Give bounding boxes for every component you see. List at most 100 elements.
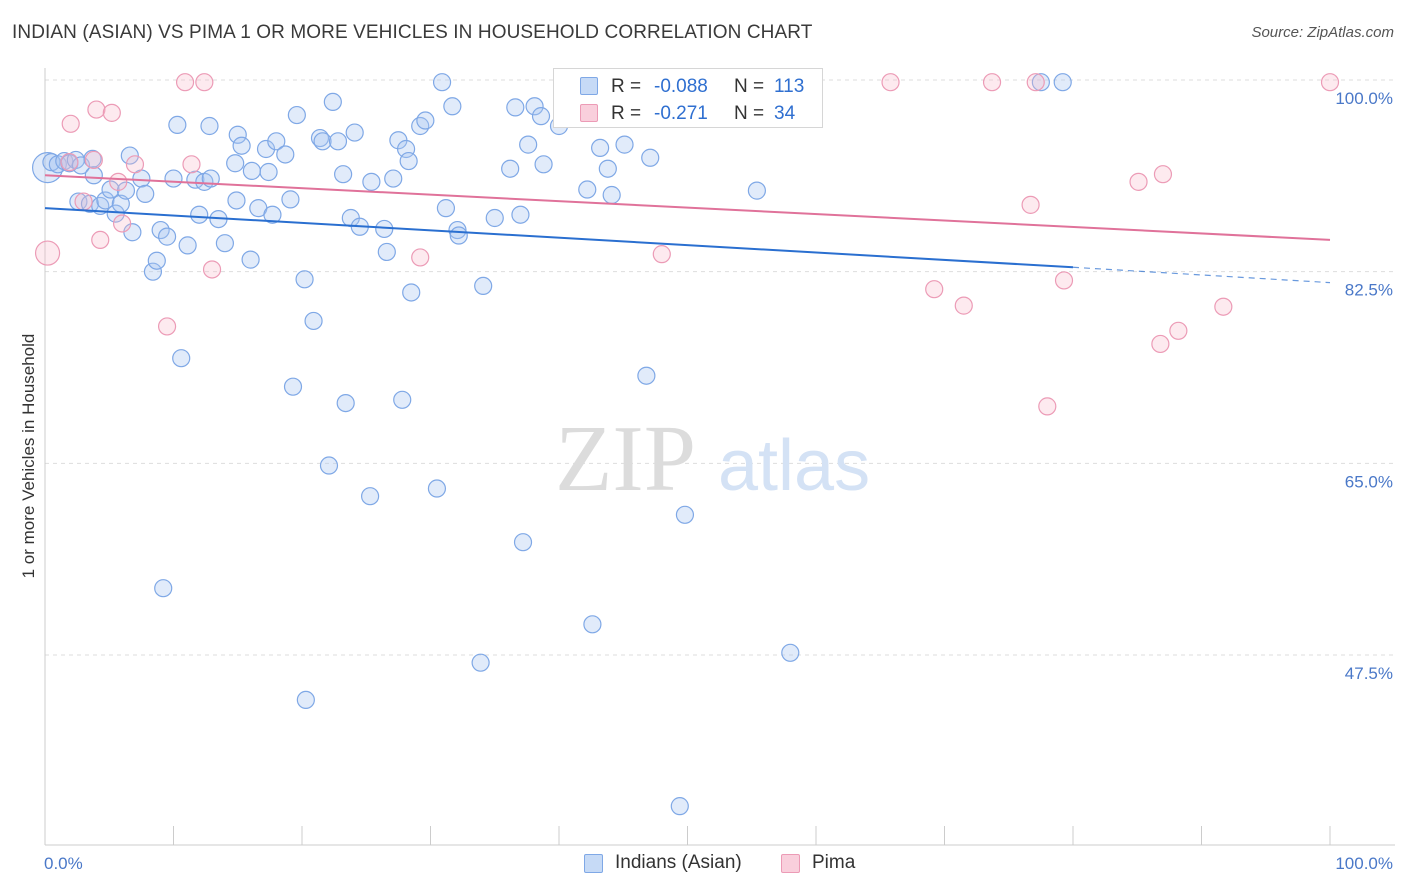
pima-point <box>61 114 80 133</box>
indians-point <box>436 199 456 218</box>
pima-point <box>881 73 900 92</box>
trend-lines <box>44 174 1331 284</box>
indians-point <box>393 390 412 409</box>
pima-point <box>1214 297 1233 316</box>
pima-point <box>109 172 128 191</box>
indians-point <box>227 191 246 210</box>
indians-point <box>534 155 553 174</box>
indians-point <box>147 251 166 270</box>
indians-point <box>449 226 468 245</box>
x-tick-label: 100.0% <box>1335 854 1393 873</box>
indians-point <box>287 105 306 125</box>
pima-point <box>87 100 106 119</box>
indians-point <box>615 135 634 154</box>
indians-point <box>402 283 421 302</box>
y-tick-label: 82.5% <box>1345 281 1393 300</box>
pima-point <box>84 150 103 170</box>
legend-n-label: N = <box>734 76 765 97</box>
x-tick-label: 0.0% <box>44 854 83 873</box>
indians-point <box>336 393 355 413</box>
y-axis-title: 1 or more Vehicles in Household <box>19 334 38 579</box>
pima-point <box>1021 195 1040 214</box>
indians-point <box>334 165 353 184</box>
legend-swatch-pima <box>580 104 598 122</box>
indians-point <box>256 139 276 159</box>
chart-title: INDIAN (ASIAN) VS PIMA 1 OR MORE VEHICLE… <box>12 22 813 43</box>
axes <box>44 68 1395 846</box>
indians-point <box>172 349 191 368</box>
pima-point <box>1054 271 1074 290</box>
pima-point <box>925 280 944 299</box>
pima-point <box>652 245 671 264</box>
pima-point <box>202 260 222 279</box>
indians-point <box>157 227 177 246</box>
legend-r-value: -0.271 <box>654 103 708 124</box>
y-tick-label: 47.5% <box>1345 664 1393 683</box>
indians-point <box>583 615 602 634</box>
indians-point <box>443 97 462 116</box>
indians-point <box>228 125 247 144</box>
bottom-legend: Indians (Asian) Pima <box>0 852 1406 878</box>
pima-point <box>175 73 195 92</box>
indians-point <box>641 148 660 167</box>
indians-point <box>361 487 380 506</box>
indians-point <box>416 111 435 130</box>
indians-point <box>1053 73 1072 92</box>
watermark-zip: ZIP <box>555 407 696 511</box>
pima-point <box>1153 165 1173 184</box>
pima-point <box>1129 172 1148 191</box>
indians-point <box>501 159 520 178</box>
indians-point <box>485 208 504 228</box>
pima-point <box>954 296 973 315</box>
pima-point <box>74 192 93 211</box>
indians-point <box>519 135 538 154</box>
indians-point <box>190 205 209 224</box>
indians-point <box>241 250 260 269</box>
indians-point <box>675 505 695 524</box>
legend-n-value: 34 <box>774 103 796 124</box>
legend-r-label: R = <box>611 76 642 97</box>
indians-point <box>232 136 251 155</box>
indians-point <box>242 161 261 181</box>
bottom-legend-swatch-pima <box>781 854 800 873</box>
indians-point <box>178 236 197 255</box>
indians-point <box>120 146 139 165</box>
indians-point <box>151 220 170 240</box>
indians-point <box>432 73 452 92</box>
bottom-legend-swatch-indians <box>584 854 603 873</box>
legend-r-label: R = <box>611 103 642 124</box>
pima-point <box>157 317 177 336</box>
source-label: Source: ZipAtlas.com <box>1251 24 1394 41</box>
indians-point <box>511 205 530 224</box>
indians-point <box>319 456 339 475</box>
indians-point <box>513 533 533 552</box>
indians-point <box>781 643 800 662</box>
indians-point <box>295 270 314 289</box>
indians-point <box>259 162 278 182</box>
indians-point <box>215 234 234 253</box>
indians-point <box>313 132 332 151</box>
legend-r-value: -0.088 <box>654 76 708 97</box>
legend-row-pima: R = -0.271 N = 34 <box>554 101 822 127</box>
pima-point <box>91 230 110 250</box>
legend-n-label: N = <box>734 103 765 124</box>
indians-point <box>304 311 323 331</box>
legend-swatch-indians <box>580 77 598 95</box>
indians-point <box>168 115 187 135</box>
pima-point <box>60 153 79 172</box>
indians-point <box>578 180 597 199</box>
pima-point <box>102 103 121 122</box>
y-tick-label: 100.0% <box>1335 89 1393 108</box>
indians-point <box>136 184 155 204</box>
y-tick-label: 65.0% <box>1345 472 1393 491</box>
indians-point <box>474 276 493 296</box>
indians-point <box>276 145 295 164</box>
pima-point <box>182 155 201 174</box>
pima-point <box>1169 321 1188 340</box>
indians-point <box>143 262 163 281</box>
indians-point <box>471 653 490 672</box>
indians-point <box>96 191 115 210</box>
indians-trend-extension <box>1072 266 1331 284</box>
indians-point <box>377 242 396 262</box>
indians-point <box>362 172 381 191</box>
